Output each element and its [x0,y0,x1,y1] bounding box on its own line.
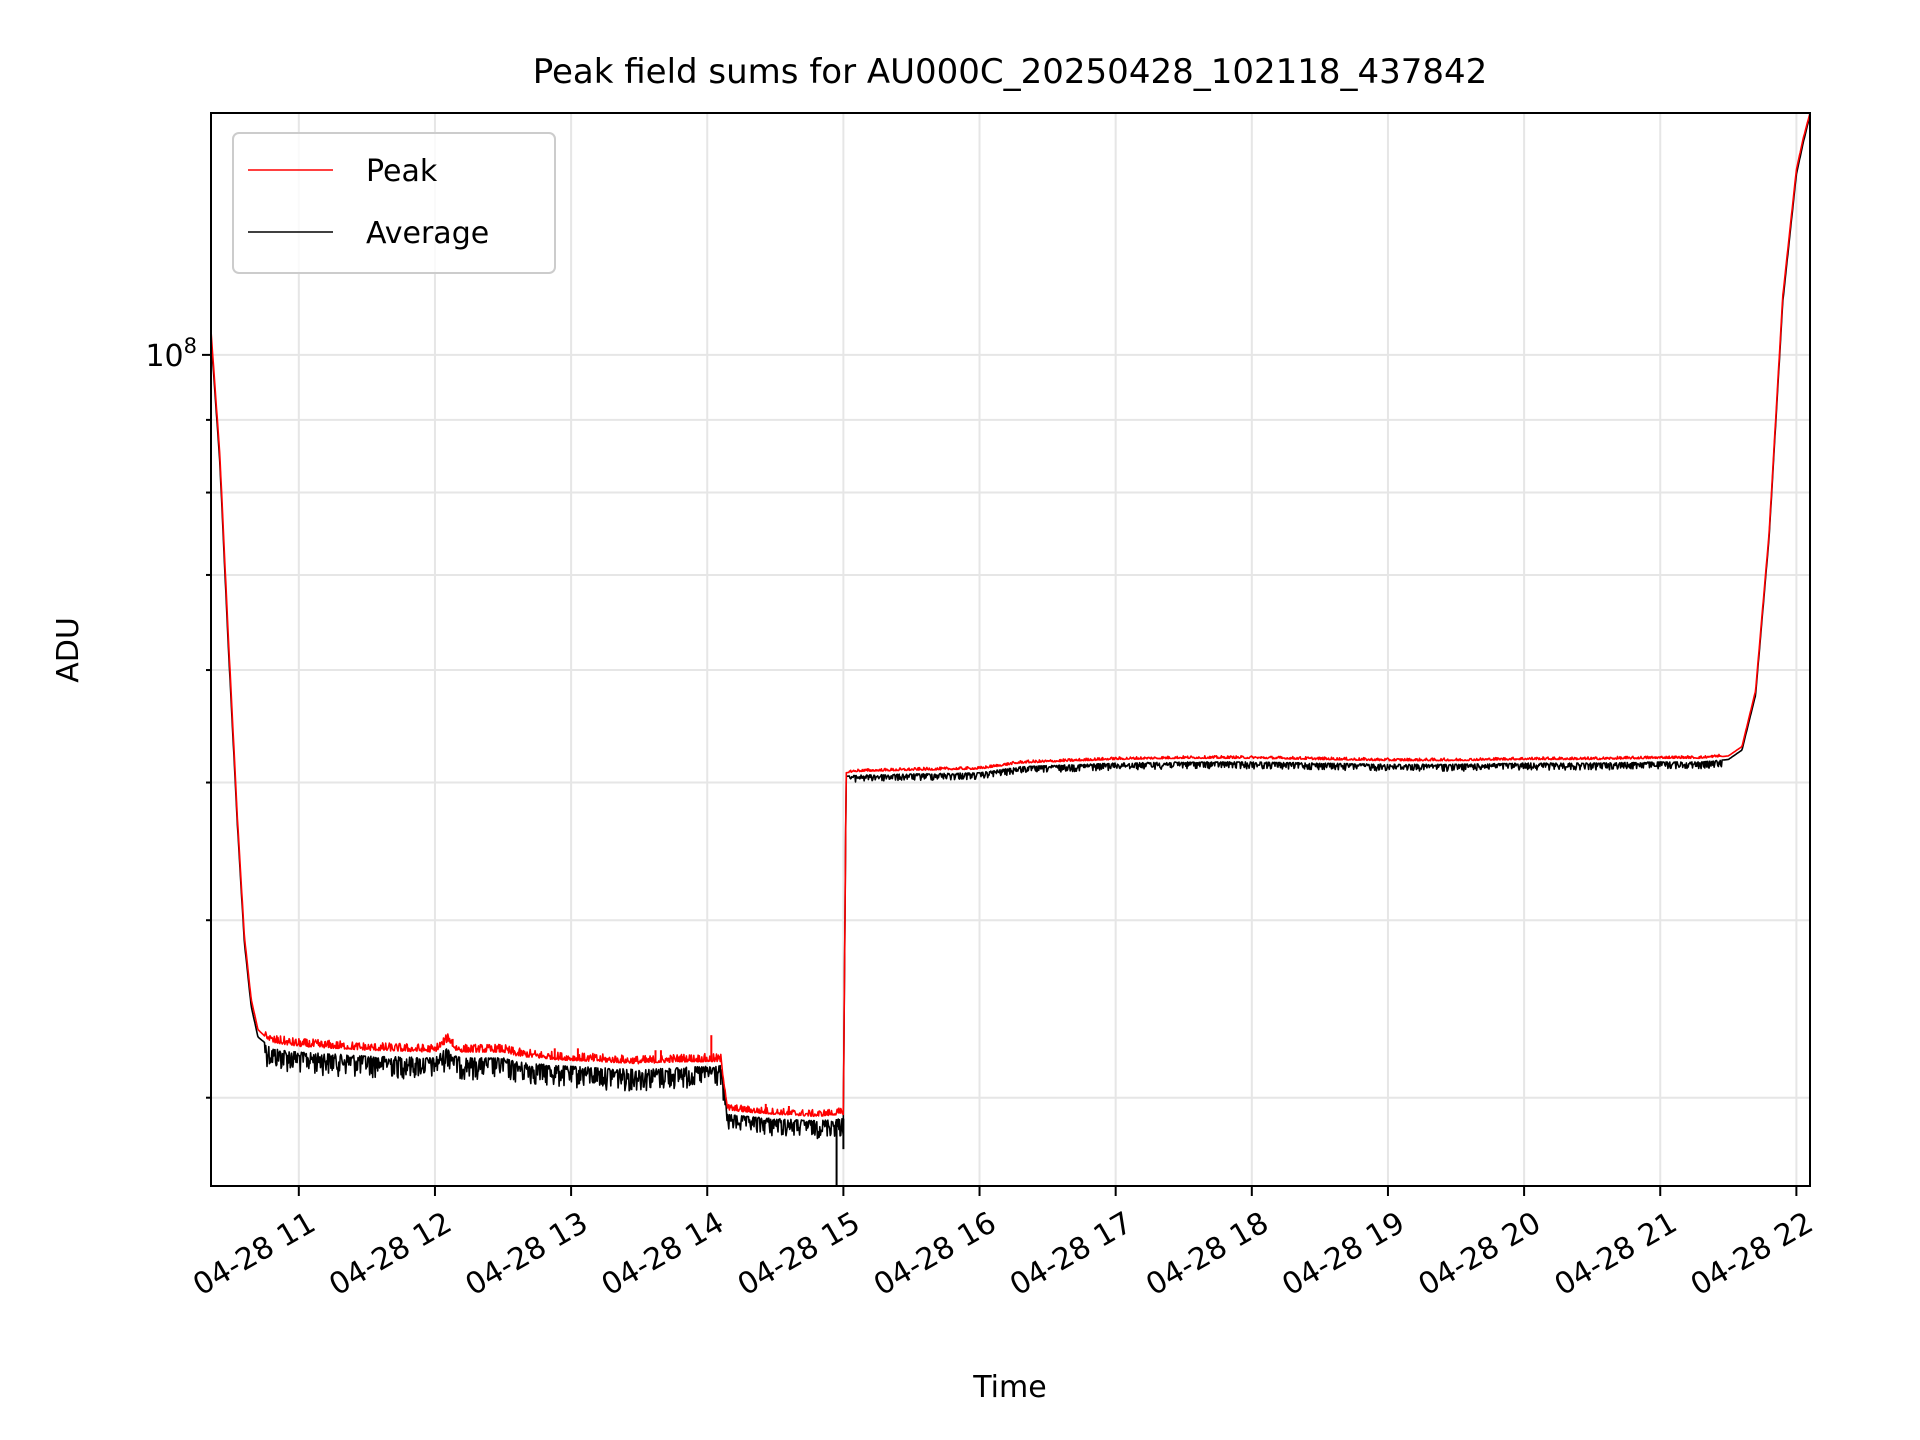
plot-lines [210,112,1811,1186]
legend-label-average: Average [366,216,489,251]
y-axis: 108 [145,334,211,1099]
x-axis-label: Time [972,1370,1046,1405]
series-line-peak [210,112,1811,1118]
legend-label-peak: Peak [366,154,438,189]
y-axis-label: ADU [51,617,86,683]
legend-box [232,132,556,274]
plot-frame [210,112,1811,1187]
y-tick-label: 108 [145,334,197,374]
series-line-average [210,114,1811,1140]
legend: Peak Average [232,132,556,274]
chart-title: Peak field sums for AU000C_20250428_1021… [533,52,1488,92]
grid [211,113,1810,1186]
